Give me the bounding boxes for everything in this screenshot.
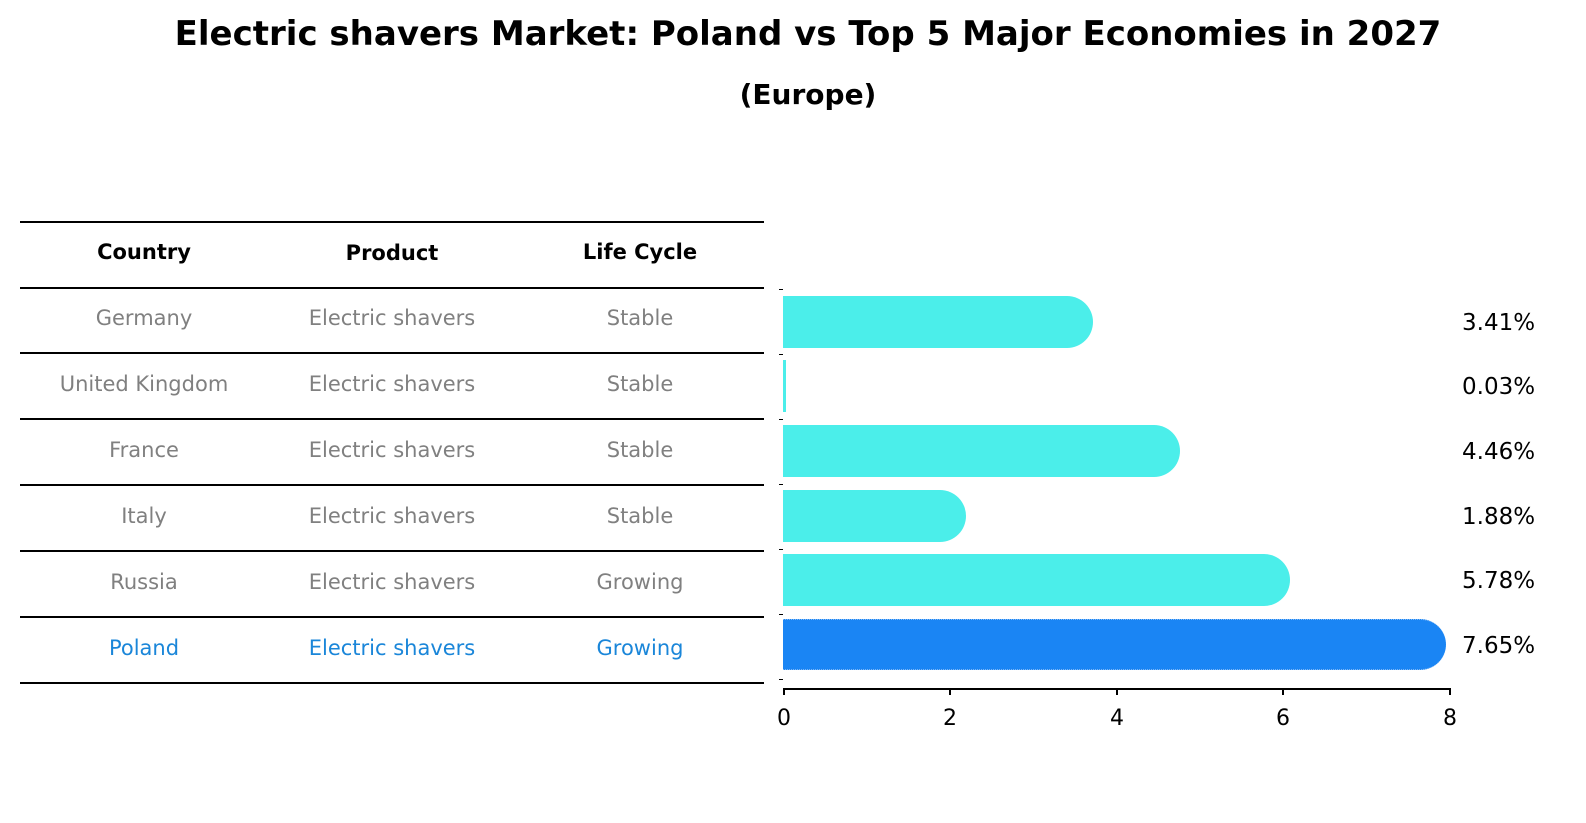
cell-country: Italy (121, 504, 167, 528)
x-tick (783, 688, 785, 695)
header-life-cycle: Life Cycle (582, 240, 698, 264)
chart-subtitle: (Europe) (739, 78, 877, 111)
cell-country: France (109, 438, 179, 462)
x-tick (1116, 688, 1118, 695)
value-label: 5.78% (1462, 568, 1536, 594)
value-label: 1.88% (1462, 504, 1536, 530)
cell-country: United Kingdom (59, 372, 229, 396)
cell-life-cycle: Growing (596, 570, 684, 594)
x-tick-label: 0 (777, 706, 791, 731)
y-tick (779, 289, 783, 290)
x-tick (949, 688, 951, 695)
bar-united-kingdom (783, 360, 786, 412)
cell-country-highlight: Poland (108, 636, 180, 660)
header-product: Product (345, 241, 439, 265)
y-tick (779, 419, 783, 420)
cell-life-cycle: Stable (606, 438, 674, 462)
cell-country: Russia (110, 570, 178, 594)
bar-poland-highlight (783, 619, 1446, 670)
value-label: 7.65% (1462, 633, 1536, 659)
x-tick-label: 4 (1110, 706, 1124, 731)
cell-product: Electric shavers (308, 438, 476, 462)
table-rule-header (20, 287, 764, 289)
table-rule-bottom (20, 682, 764, 684)
table-rule (20, 352, 764, 354)
cell-life-cycle: Stable (606, 504, 674, 528)
bar-france (783, 425, 1180, 477)
x-tick (1449, 688, 1451, 695)
chart-title: Electric shavers Market: Poland vs Top 5… (174, 14, 1442, 54)
x-tick-label: 6 (1276, 706, 1290, 731)
bar-germany (783, 296, 1093, 348)
value-label: 3.41% (1462, 310, 1536, 336)
cell-product: Electric shavers (308, 306, 476, 330)
value-label: 0.03% (1462, 374, 1536, 400)
table-rule (20, 418, 764, 420)
y-tick (779, 549, 783, 550)
table-rule (20, 550, 764, 552)
x-tick-label: 8 (1443, 706, 1457, 731)
y-tick (779, 679, 783, 680)
header-country: Country (97, 240, 191, 264)
cell-product-highlight: Electric shavers (308, 636, 476, 660)
cell-country: Germany (95, 306, 193, 330)
x-tick-label: 2 (943, 706, 957, 731)
bar-italy (783, 490, 966, 542)
table-rule (20, 616, 764, 618)
cell-life-cycle: Stable (606, 306, 674, 330)
cell-product: Electric shavers (308, 504, 476, 528)
y-tick (779, 354, 783, 355)
table-rule (20, 484, 764, 486)
cell-life-cycle-highlight: Growing (596, 636, 684, 660)
x-tick (1282, 688, 1284, 695)
bar-russia (783, 554, 1290, 606)
y-tick (779, 484, 783, 485)
table-rule-top (20, 221, 764, 223)
cell-product: Electric shavers (308, 570, 476, 594)
y-tick (779, 614, 783, 615)
value-label: 4.46% (1462, 439, 1536, 465)
cell-life-cycle: Stable (606, 372, 674, 396)
cell-product: Electric shavers (308, 372, 476, 396)
